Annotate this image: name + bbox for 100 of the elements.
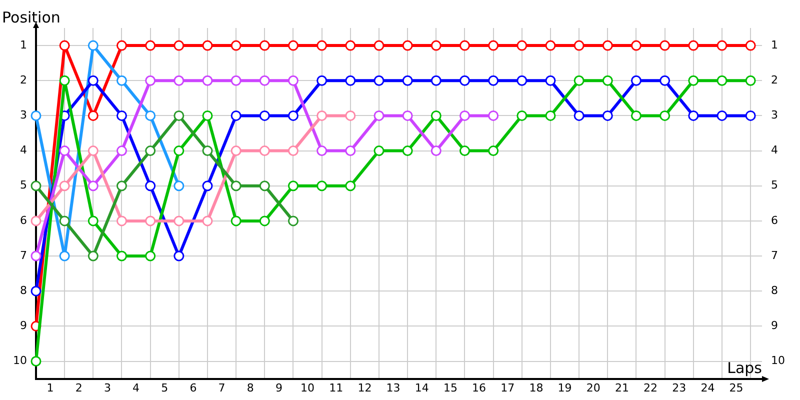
point <box>516 40 528 51</box>
point <box>145 250 156 262</box>
point <box>374 146 384 156</box>
x-tick-label: 8 <box>246 381 254 394</box>
x-tick-label: 10 <box>300 381 315 394</box>
point <box>88 146 98 156</box>
point <box>259 180 270 192</box>
point <box>745 75 756 86</box>
point <box>602 40 613 51</box>
x-tick-label: 19 <box>558 381 572 394</box>
x-tick-label: 14 <box>414 381 429 394</box>
point <box>402 110 413 121</box>
point <box>488 110 499 121</box>
point <box>174 40 184 51</box>
x-tick-label: 17 <box>500 381 515 394</box>
point <box>145 146 156 156</box>
x-tick-label: 12 <box>358 381 372 394</box>
point <box>288 146 298 156</box>
point <box>316 40 328 51</box>
point <box>430 110 442 121</box>
point <box>259 110 270 121</box>
point <box>430 75 442 86</box>
point <box>145 75 156 86</box>
point <box>202 180 213 192</box>
point <box>374 110 384 121</box>
point <box>660 40 670 51</box>
y2-tick-label: 6 <box>771 214 778 227</box>
point <box>202 110 213 121</box>
point <box>259 40 270 51</box>
x-tick-label: 25 <box>729 381 744 394</box>
point <box>574 75 584 86</box>
point <box>88 75 98 86</box>
y2-tick-label: 1 <box>771 38 778 52</box>
point <box>545 75 556 86</box>
point <box>545 40 556 51</box>
point <box>59 216 70 226</box>
y-tick-label: 7 <box>20 248 27 262</box>
point <box>259 146 270 156</box>
point <box>30 356 42 367</box>
y2-tick-label: 8 <box>771 284 778 297</box>
x-tick-label: 1 <box>46 381 54 394</box>
point <box>430 146 442 156</box>
point <box>116 110 127 121</box>
point <box>316 146 328 156</box>
point <box>630 40 642 51</box>
point <box>88 250 98 262</box>
point <box>30 110 42 121</box>
point <box>59 40 70 51</box>
point <box>116 40 127 51</box>
point <box>574 110 584 121</box>
point <box>202 75 213 86</box>
point <box>116 250 127 262</box>
y-tick-label: 1 <box>20 38 27 52</box>
y-tick-label: 10 <box>12 354 27 368</box>
y2-tick-label: 4 <box>771 144 778 157</box>
point <box>230 110 242 121</box>
point <box>259 216 270 226</box>
point <box>345 110 356 121</box>
x-tick-label: 13 <box>386 381 400 394</box>
y2-tick-label: 2 <box>771 73 778 86</box>
point <box>345 146 356 156</box>
x-tick-label: 24 <box>700 381 715 394</box>
point <box>230 40 242 51</box>
point <box>145 110 156 121</box>
x-tick-label: 18 <box>529 381 544 394</box>
point <box>345 75 356 86</box>
x-tick-label: 16 <box>472 381 486 394</box>
y-tick-label: 2 <box>20 73 27 86</box>
x-tick-label: 4 <box>132 381 140 394</box>
point <box>59 250 70 262</box>
point <box>145 180 156 192</box>
point <box>688 40 699 51</box>
point <box>59 75 70 86</box>
x-tick-label: 11 <box>329 381 344 394</box>
point <box>116 216 127 226</box>
x-tick-label: 5 <box>161 381 168 394</box>
point <box>374 40 384 51</box>
point <box>230 216 242 226</box>
point <box>745 40 756 51</box>
x-tick-label: 6 <box>190 381 197 394</box>
point <box>230 180 242 192</box>
point <box>288 110 298 121</box>
point <box>259 75 270 86</box>
x-axis-title: Laps <box>727 359 762 378</box>
point <box>545 110 556 121</box>
point <box>716 110 728 121</box>
point <box>516 75 528 86</box>
point <box>602 75 613 86</box>
point <box>288 40 298 51</box>
point <box>316 110 328 121</box>
point <box>630 110 642 121</box>
point <box>459 146 470 156</box>
y2-tick-label: 5 <box>771 178 778 192</box>
point <box>660 75 670 86</box>
point <box>716 40 728 51</box>
point <box>174 250 184 262</box>
point <box>88 40 98 51</box>
point <box>316 75 328 86</box>
y-tick-label: 4 <box>20 144 27 157</box>
point <box>459 75 470 86</box>
